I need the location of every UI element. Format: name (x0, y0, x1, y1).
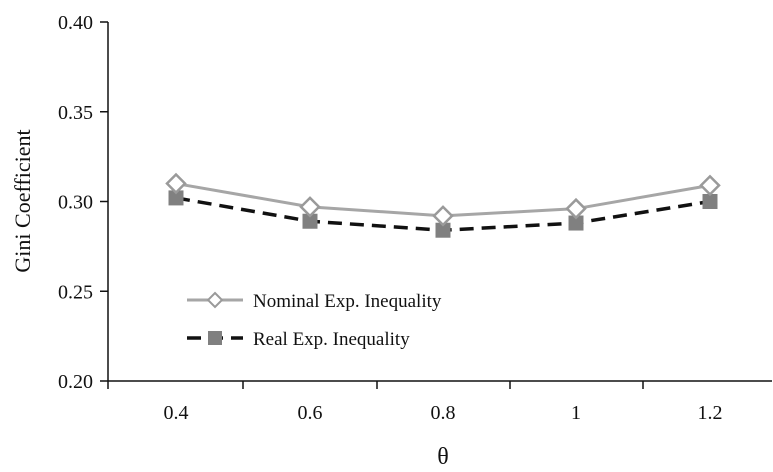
data-point-real (435, 222, 451, 238)
x-tick-label: 0.6 (298, 402, 323, 424)
x-tick-label: 0.4 (164, 402, 189, 424)
data-point-nominal (565, 197, 587, 220)
legend-label-real: Real Exp. Inequality (253, 329, 410, 350)
data-point-nominal (432, 205, 454, 227)
data-point-real (702, 194, 718, 209)
series-layer (165, 172, 721, 238)
legend-marker-real (208, 331, 222, 345)
data-point-nominal (699, 174, 721, 197)
data-point-real (568, 215, 584, 231)
legend-label-nominal: Nominal Exp. Inequality (253, 291, 442, 312)
y-tick-label: 0.35 (58, 102, 93, 124)
y-ticks: 0.20 0.25 0.30 0.35 0.40 (58, 12, 108, 393)
data-point-real (168, 190, 184, 206)
y-tick-label: 0.25 (58, 281, 93, 303)
y-axis: 0.20 0.25 0.30 0.35 0.40 Gini Coefficient (10, 12, 109, 393)
x-axis: 0.4 0.6 0.8 1 1.2 θ (107, 380, 772, 470)
y-axis-title: Gini Coefficient (10, 129, 35, 272)
x-tick-label: 1.2 (698, 402, 723, 424)
x-axis-title: θ (437, 444, 449, 470)
x-tick-label: 0.8 (431, 402, 456, 424)
y-tick-label: 0.40 (58, 12, 93, 34)
data-point-nominal (165, 172, 187, 195)
x-tick-label: 1 (571, 402, 581, 424)
data-point-real (302, 213, 318, 229)
x-ticks: 0.4 0.6 0.8 1 1.2 (107, 381, 723, 424)
y-tick-label: 0.20 (58, 371, 93, 393)
legend: Nominal Exp. Inequality Real Exp. Inequal… (187, 291, 442, 350)
y-tick-label: 0.30 (58, 192, 93, 214)
legend-marker-nominal (206, 291, 224, 309)
data-point-nominal (299, 196, 321, 218)
